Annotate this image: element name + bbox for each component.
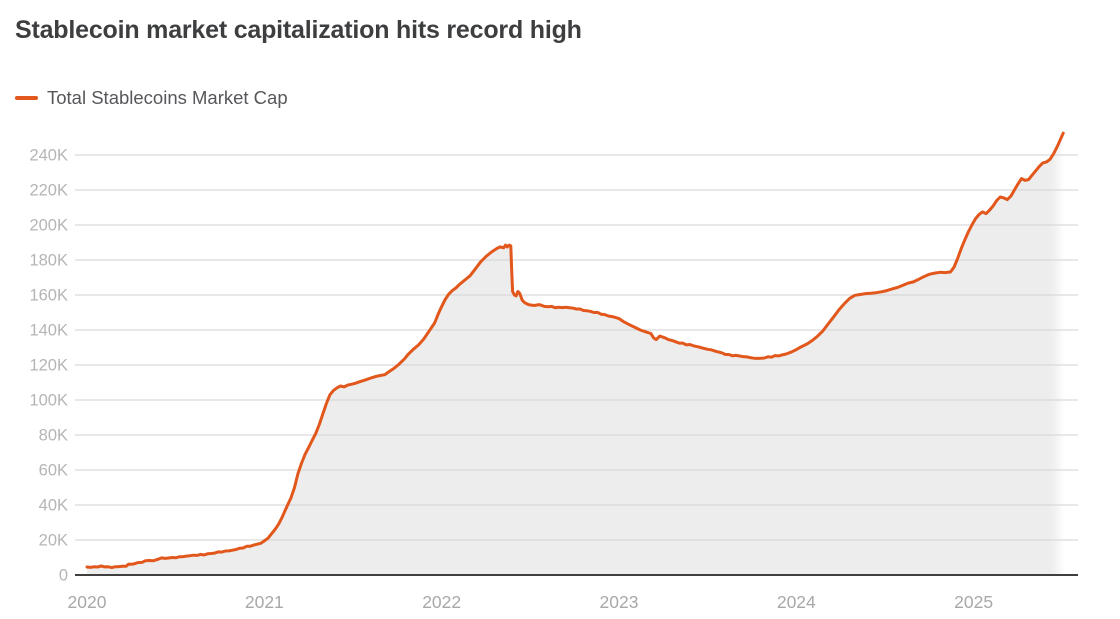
y-tick-label: 160K: [29, 287, 68, 305]
y-tick-label: 80K: [39, 427, 68, 445]
y-tick-label: 220K: [29, 182, 68, 200]
x-tick-label: 2021: [245, 592, 284, 612]
x-tick-label: 2023: [600, 592, 639, 612]
y-tick-label: 240K: [29, 147, 68, 165]
chart-legend: Total Stablecoins Market Cap: [15, 87, 288, 109]
y-tick-label: 20K: [39, 532, 68, 550]
y-tick-label: 120K: [29, 357, 68, 375]
y-tick-label: 200K: [29, 217, 68, 235]
y-tick-label: 100K: [29, 392, 68, 410]
legend-line-swatch-icon: [15, 95, 38, 101]
total-stablecoins-market-cap-line: [85, 131, 1065, 570]
chart-title: Stablecoin market capitalization hits re…: [15, 16, 582, 44]
x-tick-label: 2020: [68, 592, 107, 612]
y-tick-label: 60K: [39, 462, 68, 480]
y-tick-label: 180K: [29, 252, 68, 270]
y-tick-label: 0: [59, 567, 68, 585]
series-area-fill: [87, 133, 1064, 575]
x-tick-label: 2025: [954, 592, 993, 612]
legend-series-label: Total Stablecoins Market Cap: [47, 87, 288, 108]
y-tick-label: 140K: [29, 322, 68, 340]
x-tick-label: 2024: [777, 592, 816, 612]
y-tick-label: 40K: [39, 497, 68, 515]
x-tick-label: 2022: [422, 592, 461, 612]
